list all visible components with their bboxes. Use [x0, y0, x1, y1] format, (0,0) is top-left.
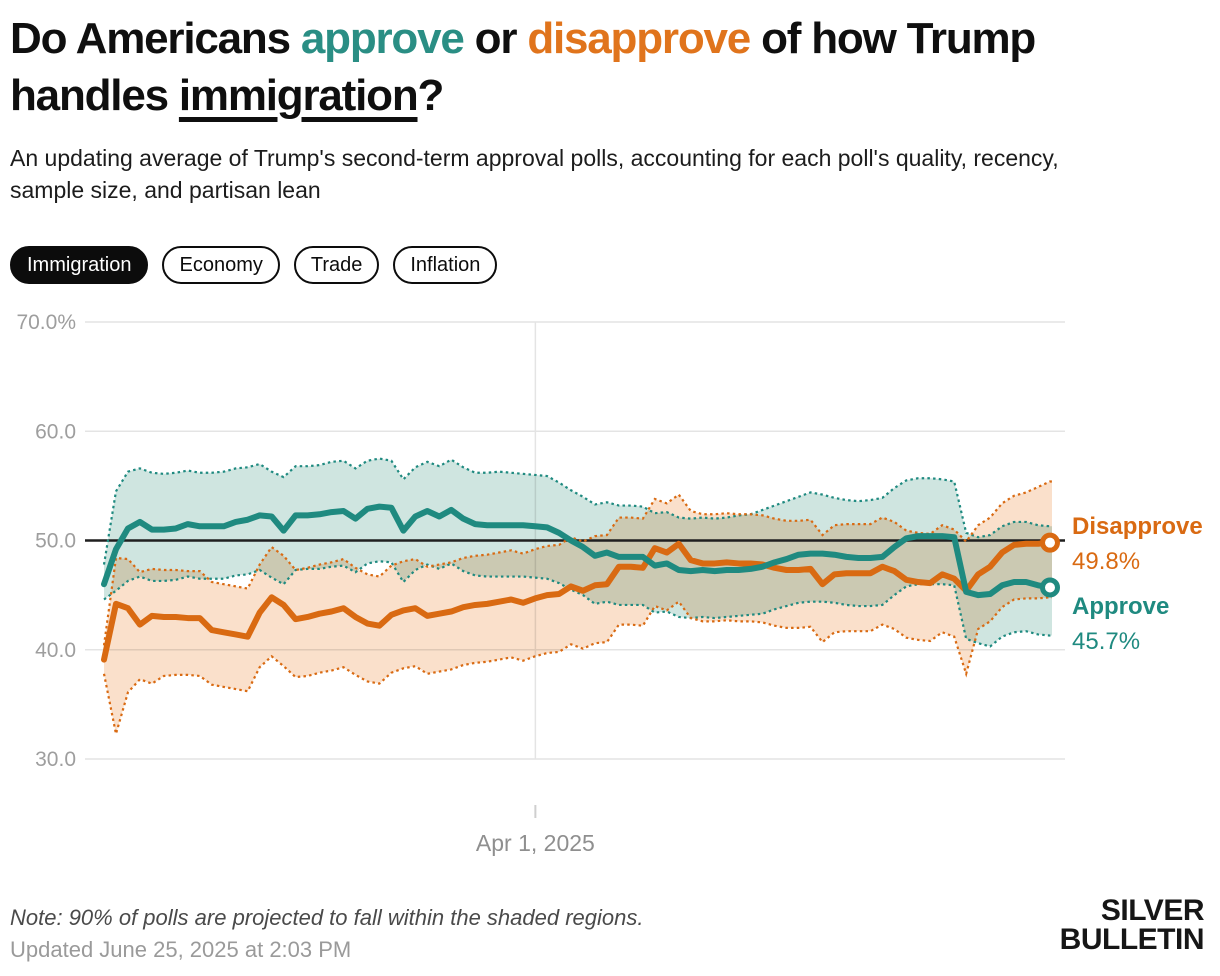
- title-question-mark: ?: [417, 71, 445, 121]
- approve-current-value: 45.7%: [1072, 628, 1141, 655]
- title-approve-word: approve: [300, 14, 465, 63]
- approve-band-upper-dotted: [102, 457, 1052, 565]
- tab-immigration[interactable]: Immigration: [10, 246, 149, 284]
- tab-trade[interactable]: Trade: [293, 246, 380, 284]
- footnote: Note: 90% of polls are projected to fall…: [10, 905, 644, 930]
- disapprove-current-value: 49.8%: [1072, 548, 1141, 575]
- approve-line: [101, 503, 1053, 599]
- approve-band-lower-dotted: [103, 560, 1052, 648]
- disapprove-confidence-band: [104, 481, 1052, 734]
- title-text-3: of how Trump handles: [10, 14, 1036, 121]
- disapprove-series-label: Disapprove: [1072, 513, 1203, 540]
- disapprove-band-lower-dotted: [102, 596, 1052, 735]
- y-tick-label-60: 60.0: [35, 420, 76, 443]
- approve-end-marker: [1040, 577, 1060, 598]
- silver-bulletin-logo: SILVER BULLETIN: [1059, 894, 1205, 956]
- topic-tabs: Immigration Economy Trade Inflation: [10, 246, 498, 284]
- logo-line-2: BULLETIN: [1059, 922, 1205, 956]
- page-title: Do Americans approve or disapprove of ho…: [10, 10, 1150, 124]
- disapprove-line: [101, 539, 1053, 663]
- y-tick-label-30: 30.0: [35, 748, 76, 771]
- title-immigration-word: immigration: [178, 71, 419, 121]
- logo-line-1: SILVER: [1100, 894, 1205, 927]
- y-tick-label-50: 50.0: [35, 530, 76, 553]
- chart-subtitle: An updating average of Trump's second-te…: [10, 145, 1059, 204]
- tab-inflation[interactable]: Inflation: [393, 246, 498, 284]
- title-disapprove-word: disapprove: [527, 14, 751, 63]
- title-text-1: Do Americans: [10, 14, 301, 63]
- y-tick-label-40: 40.0: [35, 639, 76, 662]
- updated-timestamp: Updated June 25, 2025 at 2:03 PM: [10, 937, 352, 962]
- disapprove-end-marker: [1040, 532, 1060, 553]
- y-tick-label-70: 70.0%: [16, 311, 76, 334]
- tab-economy[interactable]: Economy: [162, 246, 280, 284]
- title-text-2: or: [463, 14, 528, 63]
- approve-series-label: Approve: [1072, 593, 1170, 620]
- approval-chart: 70.0% 60.0 50.0 40.0 30.0 Apr 1, 2025: [16, 311, 1065, 856]
- x-tick-label: Apr 1, 2025: [476, 830, 595, 856]
